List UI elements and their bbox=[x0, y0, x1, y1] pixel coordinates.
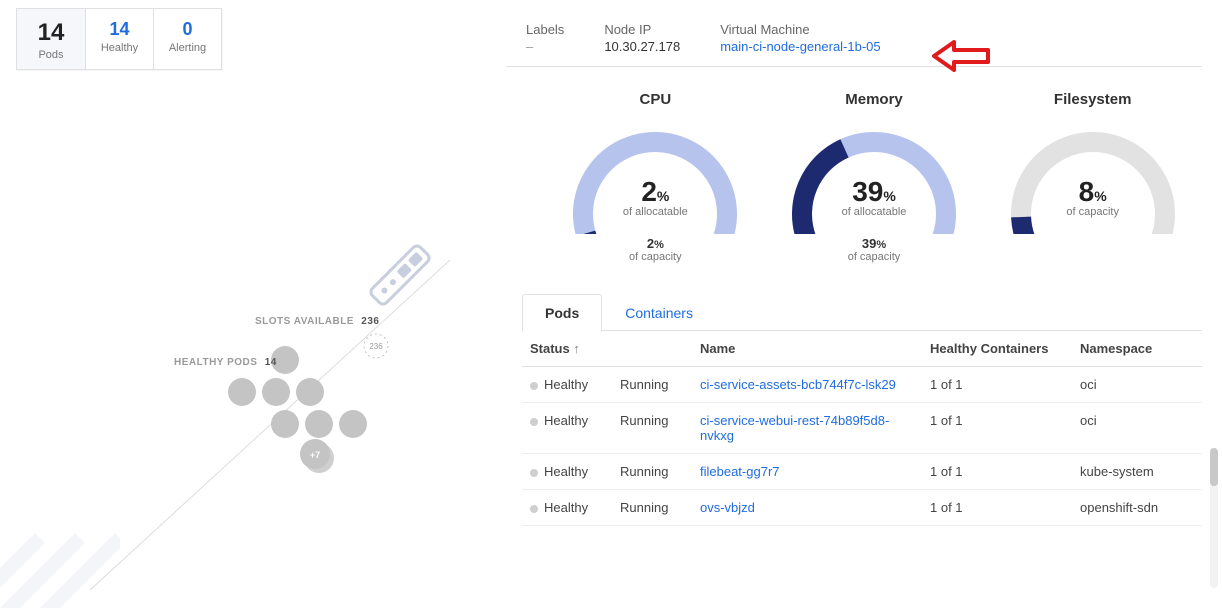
table-row[interactable]: HealthyRunningfilebeat-gg7r71 of 1kube-s… bbox=[522, 454, 1202, 490]
table-row[interactable]: HealthyRunningovs-vbjzd1 of 1openshift-s… bbox=[522, 490, 1202, 526]
info-labels: Labels – bbox=[526, 22, 564, 54]
stack-badge: +7 bbox=[310, 450, 320, 460]
cell-healthy: 1 of 1 bbox=[922, 490, 1072, 526]
gauge-memory-sub: of allocatable bbox=[779, 206, 969, 218]
status-dot-icon bbox=[530, 469, 538, 477]
cell-namespace: kube-system bbox=[1072, 454, 1202, 490]
col-state[interactable] bbox=[612, 331, 692, 367]
slots-available-value: 236 bbox=[361, 316, 379, 327]
gauge-filesystem: Filesystem 8% of capacity bbox=[983, 91, 1202, 263]
gauge-cpu-pct: 2 bbox=[641, 176, 657, 207]
info-labels-key: Labels bbox=[526, 22, 564, 37]
cell-healthy: 1 of 1 bbox=[922, 454, 1072, 490]
slots-available-label: SLOTS AVAILABLE bbox=[255, 316, 354, 327]
gauge-memory-title: Memory bbox=[765, 91, 984, 108]
pods-total-card[interactable]: 14 Pods bbox=[17, 9, 85, 69]
right-panel: Labels – Node IP 10.30.27.178 Virtual Ma… bbox=[506, 0, 1222, 598]
gauge-memory-pct: 39 bbox=[852, 176, 883, 207]
col-status[interactable]: Status bbox=[522, 331, 612, 367]
col-healthy[interactable]: Healthy Containers bbox=[922, 331, 1072, 367]
col-name[interactable]: Name bbox=[692, 331, 922, 367]
table-row[interactable]: HealthyRunningci-service-webui-rest-74b8… bbox=[522, 403, 1202, 454]
info-nodeip: Node IP 10.30.27.178 bbox=[604, 22, 680, 54]
cell-status: Healthy bbox=[522, 454, 612, 490]
gauges-row: CPU 2% of allocatable 2% of capacity Mem… bbox=[506, 67, 1202, 273]
cell-name-link[interactable]: filebeat-gg7r7 bbox=[692, 454, 922, 490]
table-row[interactable]: HealthyRunningci-service-assets-bcb744f7… bbox=[522, 367, 1202, 403]
pods-alerting-label: Alerting bbox=[154, 42, 221, 54]
info-vm-key: Virtual Machine bbox=[720, 22, 880, 37]
cell-status: Healthy bbox=[522, 367, 612, 403]
slot-badge: 236 bbox=[369, 342, 383, 351]
gauge-memory-cap-sub: of capacity bbox=[765, 251, 984, 263]
node-info-row: Labels – Node IP 10.30.27.178 Virtual Ma… bbox=[506, 0, 1202, 67]
scrollbar[interactable] bbox=[1210, 448, 1218, 588]
cell-state: Running bbox=[612, 367, 692, 403]
status-dot-icon bbox=[530, 505, 538, 513]
cell-status: Healthy bbox=[522, 490, 612, 526]
cell-name-link[interactable]: ci-service-assets-bcb744f7c-lsk29 bbox=[692, 367, 922, 403]
tab-containers[interactable]: Containers bbox=[602, 294, 716, 331]
cell-state: Running bbox=[612, 403, 692, 454]
pods-table: Status Name Healthy Containers Namespace… bbox=[522, 331, 1202, 526]
cell-namespace: openshift-sdn bbox=[1072, 490, 1202, 526]
annotation-arrow bbox=[930, 40, 990, 79]
cell-namespace: oci bbox=[1072, 367, 1202, 403]
tabs: Pods Containers bbox=[522, 293, 1202, 331]
gauge-memory: Memory 39% of allocatable 39% of capacit… bbox=[765, 91, 984, 263]
pods-healthy-label: Healthy bbox=[86, 42, 153, 54]
gauge-cpu-cap: 2 bbox=[647, 236, 654, 251]
cell-status: Healthy bbox=[522, 403, 612, 454]
info-labels-value: – bbox=[526, 39, 564, 54]
info-vm: Virtual Machine main-ci-node-general-1b-… bbox=[720, 22, 880, 54]
pods-healthy-card[interactable]: 14 Healthy bbox=[85, 9, 153, 69]
gauge-filesystem-sub: of capacity bbox=[998, 206, 1188, 218]
pods-alerting-card[interactable]: 0 Alerting bbox=[153, 9, 221, 69]
info-nodeip-value: 10.30.27.178 bbox=[604, 39, 680, 54]
info-vm-link[interactable]: main-ci-node-general-1b-05 bbox=[720, 39, 880, 54]
gauge-filesystem-pct: 8 bbox=[1079, 176, 1095, 207]
gauge-cpu-cap-sub: of capacity bbox=[546, 251, 765, 263]
info-nodeip-key: Node IP bbox=[604, 22, 680, 37]
gauge-memory-cap: 39 bbox=[862, 236, 876, 251]
cell-healthy: 1 of 1 bbox=[922, 367, 1072, 403]
cell-state: Running bbox=[612, 454, 692, 490]
background-stripes bbox=[0, 518, 120, 608]
scrollbar-thumb[interactable] bbox=[1210, 448, 1218, 486]
pods-alerting-value: 0 bbox=[154, 19, 221, 40]
gauge-filesystem-title: Filesystem bbox=[983, 91, 1202, 108]
gauge-cpu: CPU 2% of allocatable 2% of capacity bbox=[546, 91, 765, 263]
tab-pods[interactable]: Pods bbox=[522, 294, 602, 331]
gauge-cpu-sub: of allocatable bbox=[560, 206, 750, 218]
col-namespace[interactable]: Namespace bbox=[1072, 331, 1202, 367]
healthy-pods-label: HEALTHY PODS bbox=[174, 357, 257, 368]
cell-healthy: 1 of 1 bbox=[922, 403, 1072, 454]
healthy-pods-value: 14 bbox=[265, 357, 277, 368]
pods-summary: 14 Pods 14 Healthy 0 Alerting bbox=[16, 8, 222, 70]
cell-state: Running bbox=[612, 490, 692, 526]
pods-total-value: 14 bbox=[17, 19, 85, 47]
cell-name-link[interactable]: ci-service-webui-rest-74b89f5d8-nvkxg bbox=[692, 403, 922, 454]
cell-name-link[interactable]: ovs-vbjzd bbox=[692, 490, 922, 526]
gauge-cpu-title: CPU bbox=[546, 91, 765, 108]
cell-namespace: oci bbox=[1072, 403, 1202, 454]
status-dot-icon bbox=[530, 418, 538, 426]
status-dot-icon bbox=[530, 382, 538, 390]
pods-total-label: Pods bbox=[17, 49, 85, 61]
pods-healthy-value: 14 bbox=[86, 19, 153, 40]
